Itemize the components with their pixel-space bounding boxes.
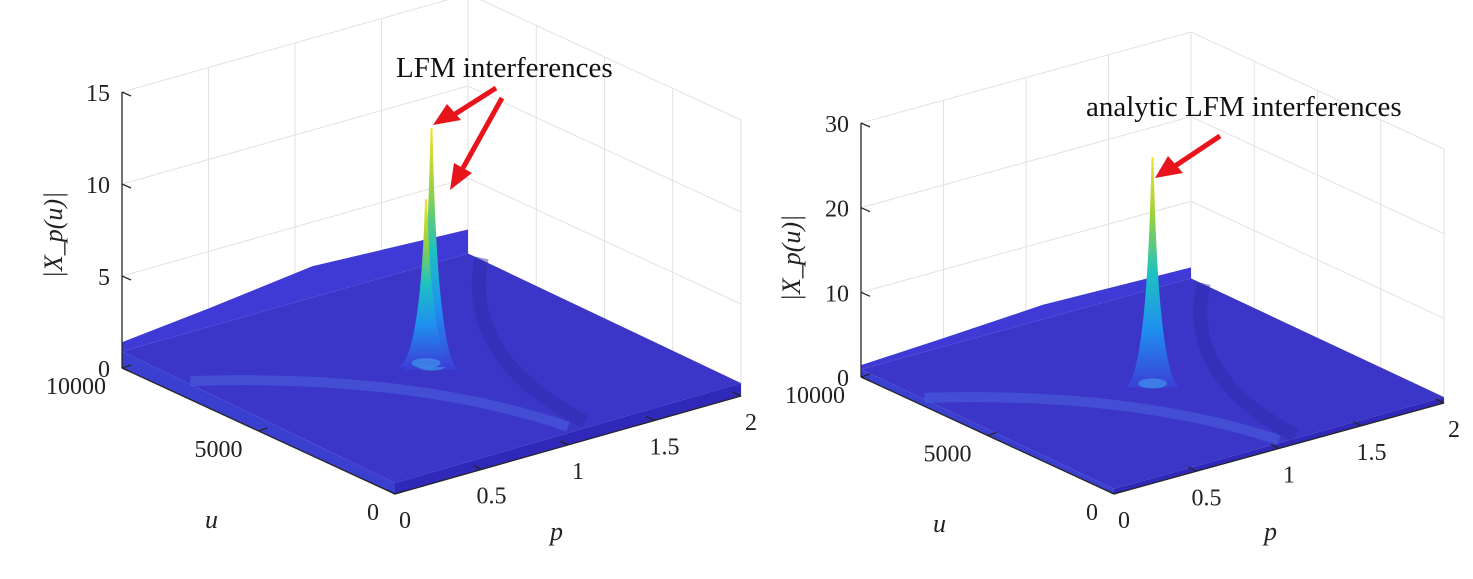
surface-peak (1125, 157, 1180, 388)
x-tick-mark (386, 489, 396, 495)
z-tick-label: 15 (86, 81, 110, 107)
x-tick-mark (646, 415, 655, 422)
x-tick-mark (1435, 398, 1445, 404)
x-tick-label: 2 (1448, 417, 1460, 443)
z-tick-label: 0 (837, 366, 849, 392)
surface-back-lip (122, 229, 468, 352)
right-axes (860, 122, 1445, 495)
right-surface (861, 157, 1444, 494)
right-zlabel: |X_p(u)| (777, 215, 806, 302)
surface-shade-band (190, 375, 570, 432)
right-ylabel: u (933, 509, 946, 538)
right-annotation: analytic LFM interferences (1086, 91, 1402, 123)
x-tick-mark (559, 440, 569, 446)
y-tick-label: 5000 (195, 437, 243, 463)
left-annotation: LFM interferences (396, 52, 613, 84)
left-xlabel: p (548, 517, 563, 546)
surface-shade-band (1193, 281, 1299, 442)
left-zlabel: |X_p(u)| (39, 192, 68, 279)
surface-shade-band (471, 256, 589, 428)
z-tick-label: 20 (825, 197, 849, 223)
left-arrow-2 (450, 96, 505, 190)
z-tick-label: 0 (98, 357, 110, 383)
left-ylabel: u (205, 505, 218, 534)
z-tick-label: 10 (86, 173, 110, 199)
z-tick-mark (121, 367, 132, 373)
left-arrow-1 (433, 85, 498, 125)
y-tick-mark (987, 431, 997, 437)
y-tick-label: 10000 (785, 383, 845, 409)
surface-peak (404, 128, 459, 370)
y-tick-mark (860, 373, 871, 378)
surface-left-edge (122, 351, 395, 494)
y-tick-mark (258, 427, 268, 432)
z-tick-mark (860, 376, 871, 382)
y-tick-label: 0 (367, 500, 379, 526)
y-tick-mark (1113, 490, 1124, 495)
z-tick-mark (121, 91, 132, 97)
y-tick-label: 0 (1086, 500, 1098, 526)
x-tick-mark (1105, 489, 1115, 495)
grid-line (121, 0, 742, 121)
x-tick-label: 0.5 (477, 484, 507, 510)
x-tick-mark (473, 464, 482, 471)
x-tick-label: 1 (1283, 463, 1295, 489)
x-tick-mark (1270, 443, 1280, 450)
z-tick-label: 10 (825, 281, 849, 307)
y-tick-mark (121, 364, 132, 369)
svg-text:|X_p(u)|: |X_p(u)| (39, 192, 68, 279)
left-grid (121, 0, 742, 397)
z-tick-mark (860, 207, 871, 213)
left-surface (122, 128, 741, 494)
z-tick-mark (121, 183, 132, 189)
surface-front-edge (1114, 397, 1444, 494)
surface-peak (399, 199, 454, 368)
left-axes (121, 91, 742, 495)
x-tick-mark (1353, 421, 1362, 427)
x-tick-label: 0 (1118, 508, 1130, 534)
z-tick-label: 5 (98, 265, 110, 291)
x-tick-mark (732, 391, 742, 397)
surface-peak-glow (1138, 378, 1167, 389)
z-tick-mark (121, 275, 132, 281)
z-tick-label: 30 (825, 112, 849, 138)
y-tick-label: 10000 (46, 374, 106, 400)
surface-back-lip (861, 267, 1191, 370)
y-tick-label: 5000 (924, 442, 972, 468)
x-tick-label: 1 (572, 459, 584, 485)
x-tick-label: 1.5 (1357, 440, 1387, 466)
right-arrow (1155, 133, 1222, 178)
surface-front-edge (395, 383, 741, 494)
surface-shade-band (924, 392, 1281, 445)
x-tick-mark (1188, 466, 1197, 472)
x-tick-label: 0 (399, 508, 411, 534)
x-tick-label: 0.5 (1192, 485, 1222, 511)
z-tick-mark (860, 122, 871, 128)
y-tick-mark (394, 490, 405, 495)
svg-text:|X_p(u)|: |X_p(u)| (777, 215, 806, 302)
x-tick-label: 1.5 (650, 435, 680, 461)
right-xlabel: p (1262, 517, 1277, 546)
surface-peak-glow (411, 358, 441, 369)
z-tick-mark (860, 291, 871, 297)
x-tick-label: 2 (745, 410, 757, 436)
surface-left-edge (861, 369, 1114, 494)
